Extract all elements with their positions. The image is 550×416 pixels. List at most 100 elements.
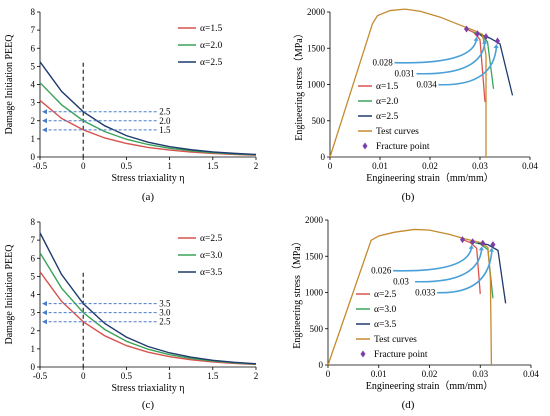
annotation-arrow-head — [488, 247, 494, 252]
fracture-point — [459, 236, 465, 244]
y-tick-label: 1500 — [305, 251, 324, 261]
legend-label: α=3.0 — [200, 251, 222, 261]
x-tick-label: 0.02 — [422, 161, 438, 171]
x-axis-label: Stress triaxiality η — [112, 383, 185, 394]
annotation-arrow — [416, 41, 486, 75]
x-tick-label: 0.5 — [121, 161, 133, 171]
marker-label: 2.0 — [159, 116, 171, 126]
panel-label: (a) — [142, 191, 155, 203]
legend-fracture-marker — [360, 350, 366, 358]
marker-label: 1.5 — [159, 125, 171, 135]
y-tick-label: 500 — [310, 324, 324, 334]
x-tick-label: 1.5 — [207, 371, 219, 381]
fracture-point — [490, 241, 496, 249]
annotation-arrow — [438, 45, 498, 86]
y-tick-label: 1 — [31, 134, 36, 144]
annotation-label: 0.033 — [415, 288, 436, 298]
legend-label: α=2.0 — [376, 97, 398, 107]
series-line-1 — [462, 238, 481, 295]
y-tick-label: 6 — [31, 43, 36, 53]
y-tick-label: 6 — [31, 253, 36, 263]
y-tick-label: 7 — [31, 25, 36, 35]
y-tick-label: 1 — [31, 344, 36, 354]
x-tick-label: 0 — [326, 369, 331, 379]
marker-label: 3.5 — [159, 299, 171, 309]
x-tick-label: 2 — [254, 371, 259, 381]
y-tick-label: 1500 — [307, 43, 326, 53]
y-tick-label: 5 — [31, 61, 36, 71]
marker-label: 2.5 — [159, 317, 171, 327]
series-line-2 — [39, 82, 257, 156]
x-tick-label: 1 — [167, 161, 172, 171]
chart-panel-b: 0 0.01 0.02 0.03 0.04 0 500 1000 1500 2000 Enginee… — [293, 7, 538, 203]
y-tick-label: 0 — [321, 152, 326, 162]
y-tick-label: 2 — [31, 116, 36, 126]
panel-label: (d) — [402, 399, 415, 411]
annotation-arrow-head — [468, 244, 474, 249]
panel-label: (b) — [402, 191, 415, 203]
marker-label: 2.5 — [159, 107, 171, 117]
fracture-point — [475, 30, 480, 38]
x-tick-label: 0.5 — [121, 371, 133, 381]
series-line-1 — [39, 271, 257, 366]
legend-fracture-marker — [362, 142, 368, 150]
y-tick-label: 1000 — [305, 288, 324, 298]
y-tick-label: 1000 — [307, 80, 326, 90]
series-line-4 — [327, 228, 493, 366]
chart-panel-d: 0 0.01 0.02 0.03 0.04 0 500 1000 1500 2000 Enginee… — [291, 215, 539, 411]
legend-label: α=2.5 — [374, 290, 396, 300]
x-tick-label: 0.03 — [472, 161, 488, 171]
annotation-label: 0.034 — [417, 80, 438, 90]
legend-label: Test curves — [376, 127, 419, 137]
y-tick-label: 0 — [31, 362, 36, 372]
x-axis-label: Stress triaxiality η — [112, 173, 185, 184]
series-line-2 — [39, 252, 257, 365]
y-tick-label: 3 — [31, 308, 36, 318]
y-tick-label: 500 — [312, 116, 326, 126]
marker-arrow-head — [42, 127, 47, 133]
y-tick-label: 4 — [31, 290, 36, 300]
x-tick-label: 0.01 — [372, 161, 388, 171]
x-tick-label: 0.04 — [522, 161, 538, 171]
marker-arrow-head — [42, 301, 47, 307]
annotation-arrow-head — [493, 44, 499, 48]
y-tick-label: 0 — [319, 360, 324, 370]
series-line-1 — [39, 99, 257, 156]
annotation-arrow-head — [473, 36, 479, 41]
annotation-arrow — [437, 249, 493, 294]
x-tick-label: 2 — [254, 161, 259, 171]
annotation-arrow-head — [482, 39, 487, 44]
x-axis-label: Engineering strain（mm/mm） — [366, 172, 493, 184]
legend-label: α=2.5 — [200, 234, 222, 244]
legend-label: α=3.0 — [374, 305, 396, 315]
fracture-point — [464, 25, 469, 33]
legend-label: α=3.5 — [374, 320, 396, 330]
annotation-label: 0.031 — [395, 69, 415, 79]
y-axis-label: Engineering stress（MPa） — [293, 28, 305, 141]
fracture-point — [483, 33, 489, 41]
marker-arrow-head — [42, 310, 47, 316]
x-tick-label: 0.03 — [472, 369, 488, 379]
panel-label: (c) — [142, 399, 155, 411]
series-line-3 — [39, 232, 257, 365]
x-tick-label: 0.02 — [422, 369, 438, 379]
x-tick-label: 0.04 — [523, 369, 539, 379]
x-tick-label: -0.5 — [33, 371, 48, 381]
annotation-arrow — [394, 38, 478, 64]
x-tick-label: 0 — [328, 161, 333, 171]
legend-label: Fracture point — [374, 350, 428, 360]
annotation-label: 0.026 — [371, 266, 392, 276]
fracture-point — [480, 239, 486, 247]
x-tick-label: 1 — [167, 371, 172, 381]
marker-arrow-head — [42, 118, 47, 124]
y-tick-label: 8 — [31, 7, 36, 17]
legend-label: α=1.5 — [376, 82, 398, 92]
series-line-3 — [39, 61, 257, 156]
legend-label: Fracture point — [376, 142, 430, 152]
x-tick-label: -0.5 — [33, 161, 48, 171]
marker-arrow-head — [42, 319, 47, 325]
marker-arrow-head — [42, 109, 47, 115]
y-tick-label: 8 — [31, 217, 36, 227]
